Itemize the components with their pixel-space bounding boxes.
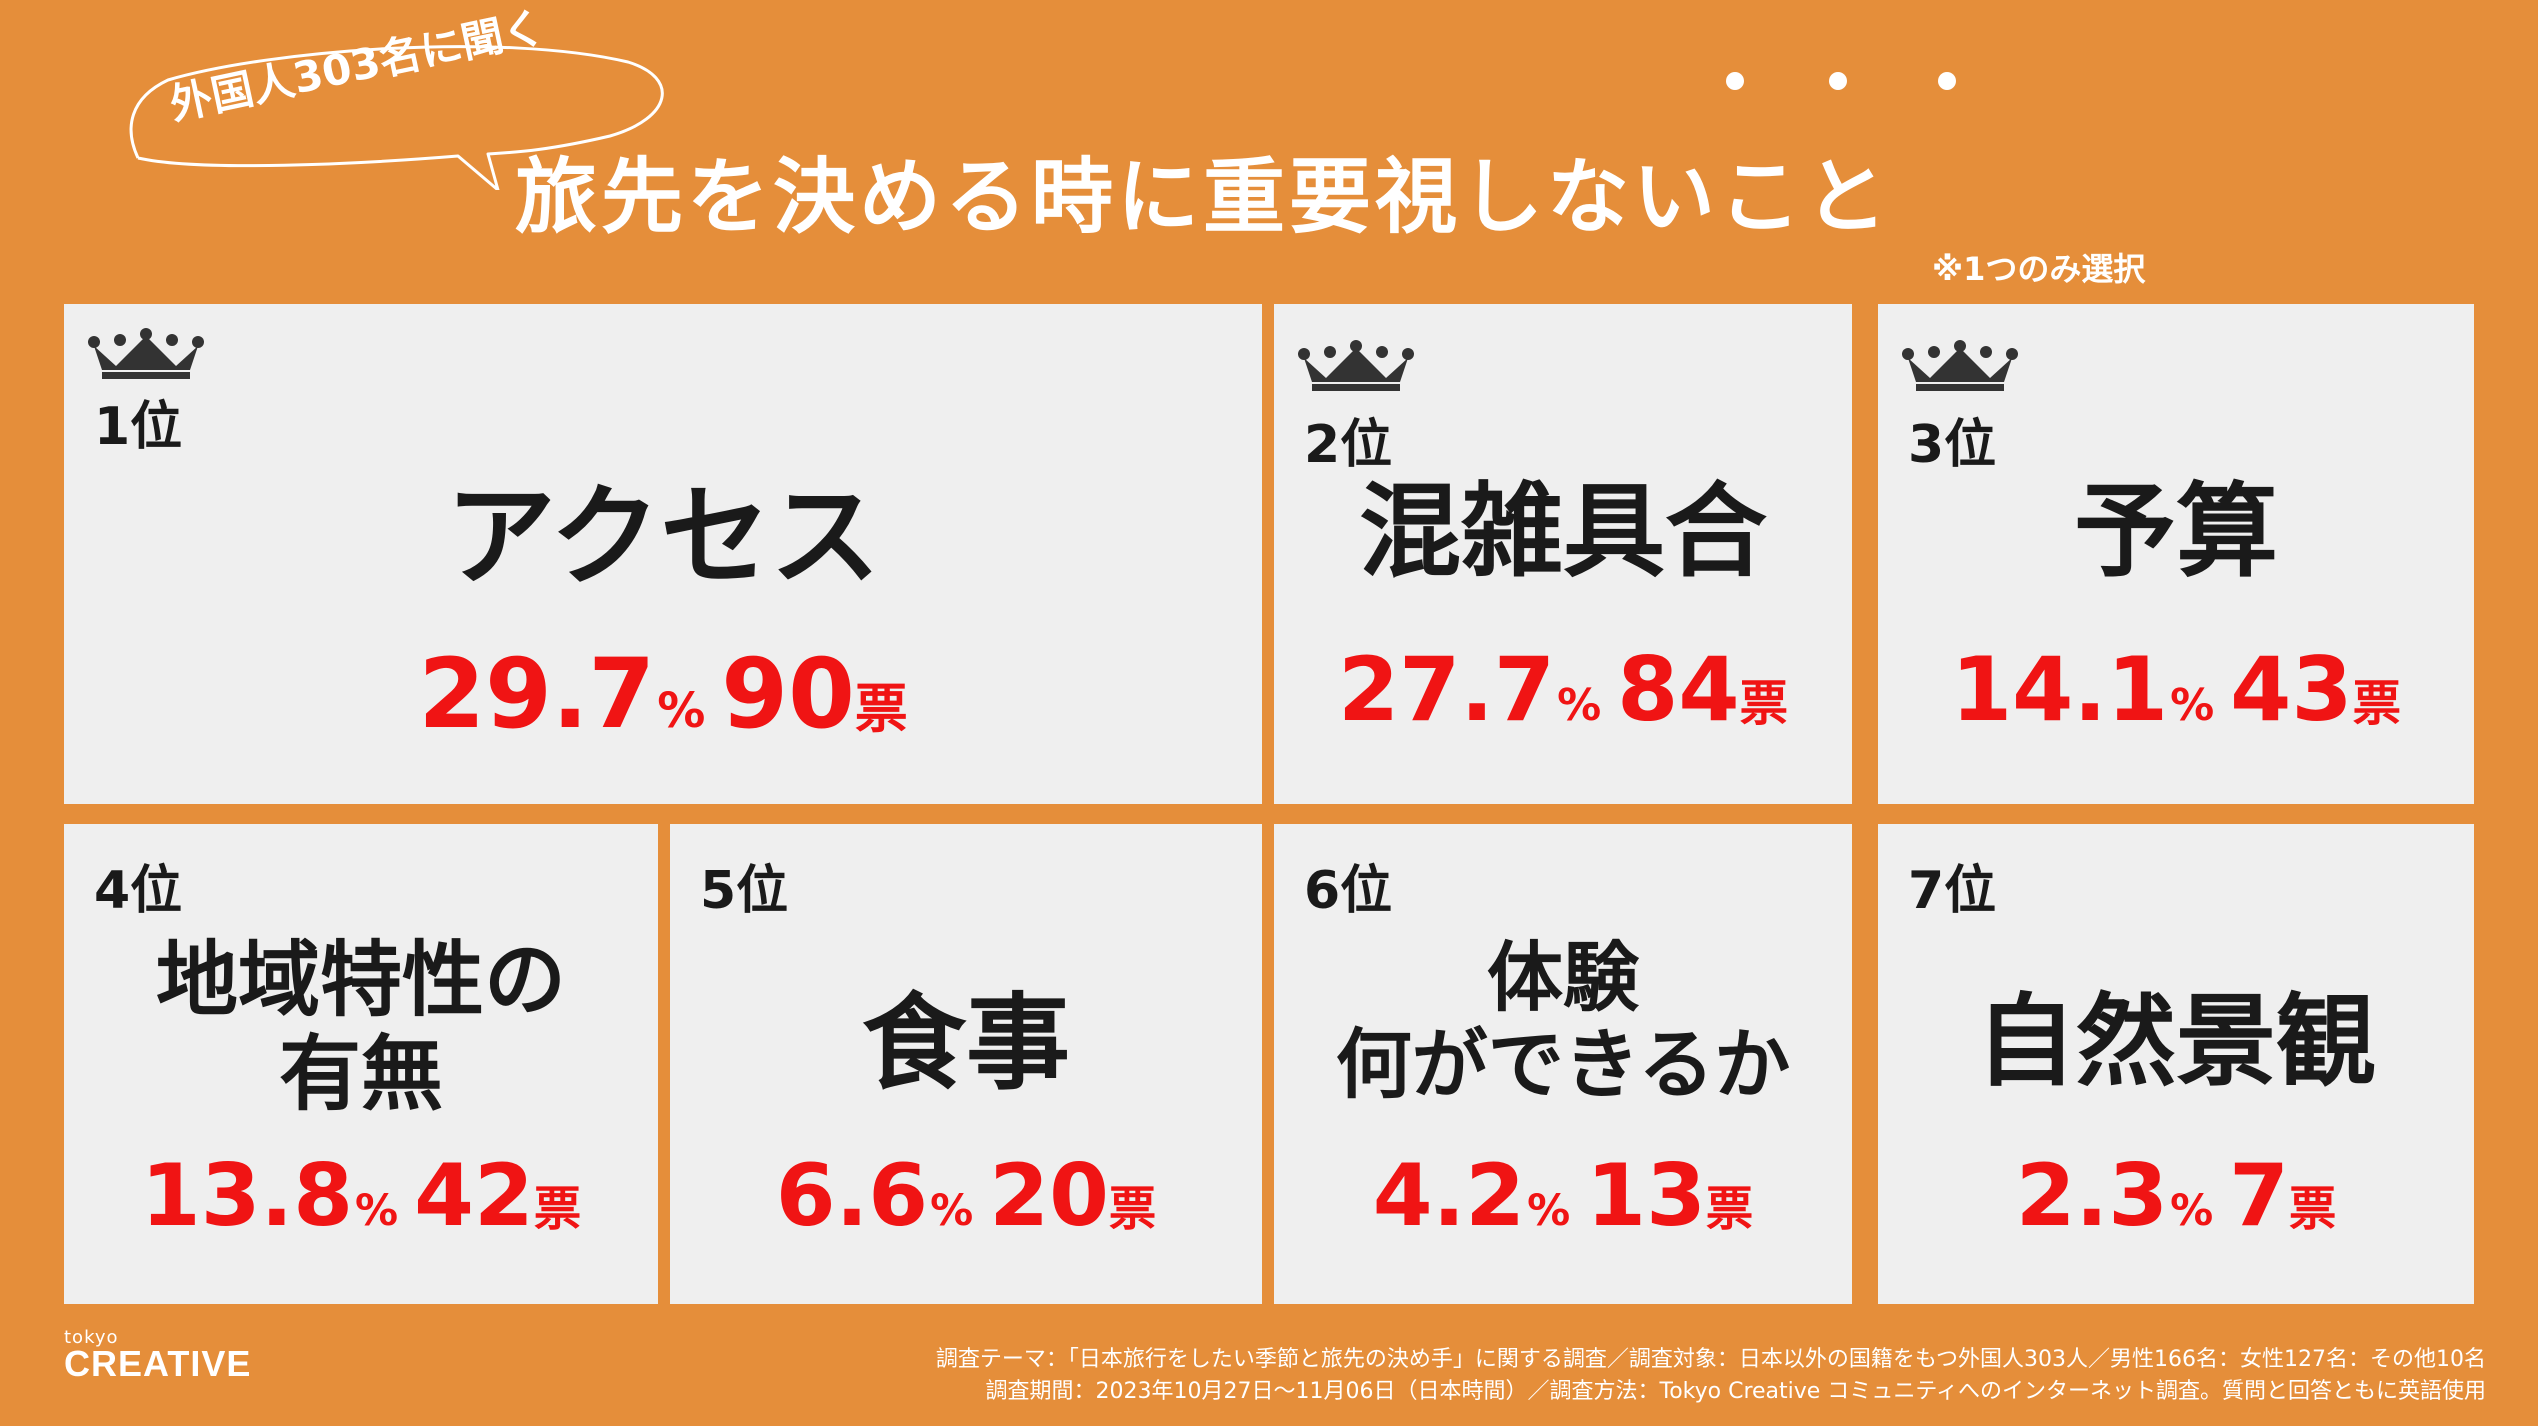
rank-label: 4位 xyxy=(94,861,183,921)
rank-card-4: 4位 地域特性の 有無 13.8% 42票 xyxy=(64,824,658,1304)
page-title: 旅先を決める時に重要視しないこと xyxy=(515,150,1892,245)
item-value: 6.6% 20票 xyxy=(775,1146,1157,1246)
emphasis-dot xyxy=(1726,72,1744,90)
crown-icon xyxy=(1902,340,2018,391)
selection-note: ※1つのみ選択 xyxy=(1932,250,2146,288)
survey-theme-line: 調査テーマ：「日本旅行をしたい季節と旅先の決め手」に関する調査／調査対象：日本以… xyxy=(935,1347,2486,1372)
item-label: アクセス xyxy=(445,473,881,601)
item-label-line2: 有無 xyxy=(278,1027,443,1123)
rank-label: 3位 xyxy=(1908,415,1997,475)
rank-label: 1位 xyxy=(94,397,183,457)
item-label: 食事 xyxy=(861,982,1070,1104)
speech-bubble-icon xyxy=(129,45,664,190)
survey-period-line: 調査期間：2023年10月27日〜11月06日（日本時間）／調査方法：Tokyo… xyxy=(985,1378,2486,1404)
item-value: 14.1% 43票 xyxy=(1950,638,2402,741)
crown-icon xyxy=(88,328,204,379)
item-label: 混雑具合 xyxy=(1359,473,1767,592)
rank-card-3: 3位 予算 14.1% 43票 xyxy=(1878,304,2474,804)
item-label: 自然景観 xyxy=(1976,983,2376,1100)
rank-card-1: 1位 アクセス 29.7% 90票 xyxy=(64,304,1262,804)
rank-card-6: 6位 体験 何ができるか 4.2% 13票 xyxy=(1274,824,1852,1304)
crown-icon xyxy=(1298,340,1414,391)
item-value: 2.3% 7票 xyxy=(2015,1146,2337,1246)
item-label: 地域特性の 有無 xyxy=(64,933,658,1123)
item-label-line1: 地域特性の xyxy=(155,933,566,1028)
rank-card-2: 2位 混雑具合 27.7% 84票 xyxy=(1274,304,1852,804)
rank-label: 2位 xyxy=(1304,415,1393,475)
item-value: 29.7% 90票 xyxy=(418,638,908,750)
survey-footer: 調査テーマ：「日本旅行をしたい季節と旅先の決め手」に関する調査／調査対象：日本以… xyxy=(936,1344,2486,1408)
item-label-line2: 何ができるか xyxy=(1335,1020,1791,1110)
rank-card-5: 5位 食事 6.6% 20票 xyxy=(670,824,1262,1304)
item-label-line1: 体験 xyxy=(1487,933,1639,1022)
rank-label: 6位 xyxy=(1304,861,1393,921)
item-value: 13.8% 42票 xyxy=(140,1146,582,1246)
emphasis-dot xyxy=(1829,72,1847,90)
rank-label: 5位 xyxy=(700,861,789,921)
tokyo-creative-logo: tokyo CREATIVE xyxy=(64,1327,252,1384)
rank-label: 7位 xyxy=(1908,861,1997,921)
item-label: 予算 xyxy=(2074,473,2278,592)
rank-card-7: 7位 自然景観 2.3% 7票 xyxy=(1878,824,2474,1304)
item-label: 体験 何ができるか xyxy=(1274,934,1852,1109)
item-value: 27.7% 84票 xyxy=(1337,638,1789,741)
emphasis-dot xyxy=(1938,72,1956,90)
item-value: 4.2% 13票 xyxy=(1372,1146,1754,1246)
